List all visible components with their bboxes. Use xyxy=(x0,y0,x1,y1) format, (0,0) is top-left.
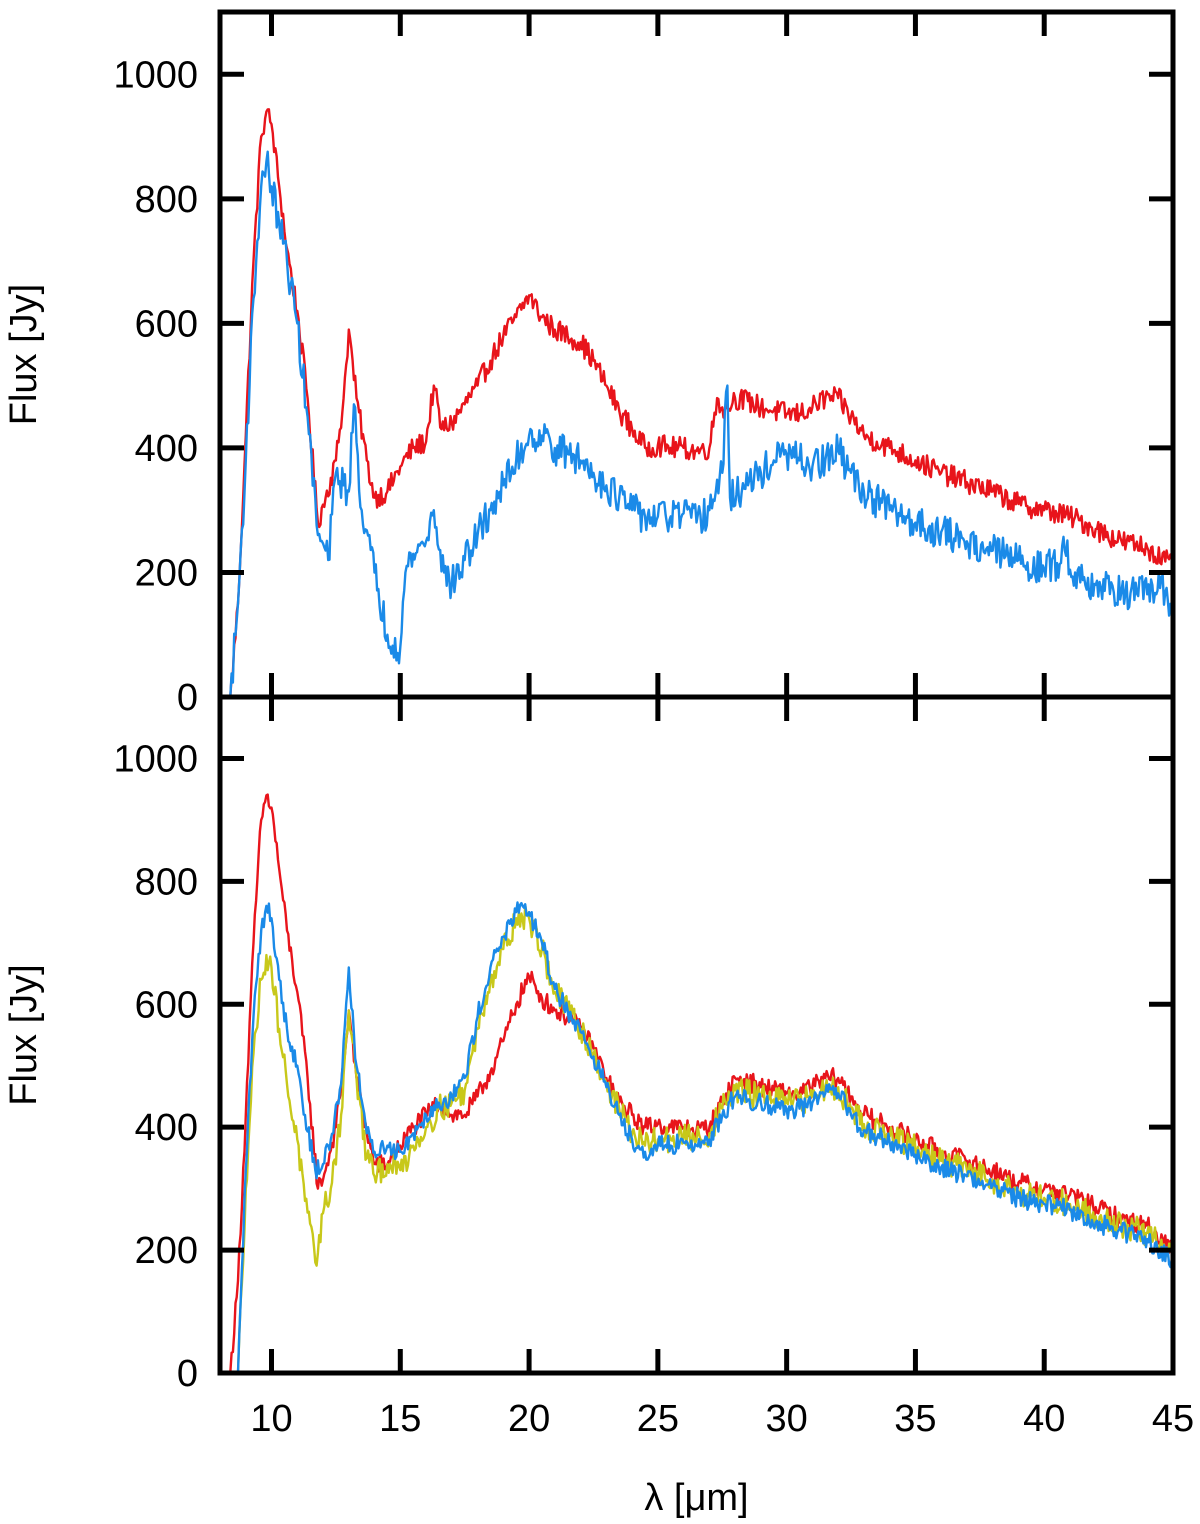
y-tick-label: 400 xyxy=(135,1107,198,1149)
y-tick-label: 1000 xyxy=(113,54,198,96)
x-tick-label: 35 xyxy=(894,1398,936,1440)
x-tick-label: 15 xyxy=(379,1398,421,1440)
bottom-panel: 0 200 400 600 800 1000 10 15 20 25 30 35 40 45 Flux [J… xyxy=(3,694,1194,1519)
plot-frame xyxy=(217,9,1176,700)
y-tick-label: 600 xyxy=(135,984,198,1026)
x-tick-label: 25 xyxy=(637,1398,679,1440)
y-axis-title: Flux [Jy] xyxy=(3,964,45,1105)
x-tick-label: 20 xyxy=(508,1398,550,1440)
y-tick-label: 800 xyxy=(135,861,198,903)
y-axis-title: Flux [Jy] xyxy=(3,284,45,425)
x-tick-label: 45 xyxy=(1152,1398,1194,1440)
series-line-blue xyxy=(229,150,1173,697)
y-tick-label: 0 xyxy=(177,677,198,719)
y-tick-label: 200 xyxy=(135,552,198,594)
y-tick-label: 800 xyxy=(135,179,198,221)
series-line-blue xyxy=(236,901,1173,1373)
y-tick-label: 0 xyxy=(177,1353,198,1395)
top-panel: 0 200 400 600 800 1000 Flux [Jy] xyxy=(3,9,1176,719)
series-line-red xyxy=(229,108,1173,697)
y-tick-label: 400 xyxy=(135,428,198,470)
y-tick-label: 600 xyxy=(135,303,198,345)
series-group xyxy=(229,793,1173,1373)
y-tick-label: 1000 xyxy=(113,738,198,780)
y-tick-label: 200 xyxy=(135,1230,198,1272)
series-line-red xyxy=(229,793,1173,1373)
series-group xyxy=(229,108,1173,697)
x-tick-label: 30 xyxy=(766,1398,808,1440)
x-tick-label: 10 xyxy=(250,1398,292,1440)
x-tick-label: 40 xyxy=(1023,1398,1065,1440)
plot-frame xyxy=(217,694,1176,1376)
x-axis-title: λ [μm] xyxy=(644,1477,748,1519)
